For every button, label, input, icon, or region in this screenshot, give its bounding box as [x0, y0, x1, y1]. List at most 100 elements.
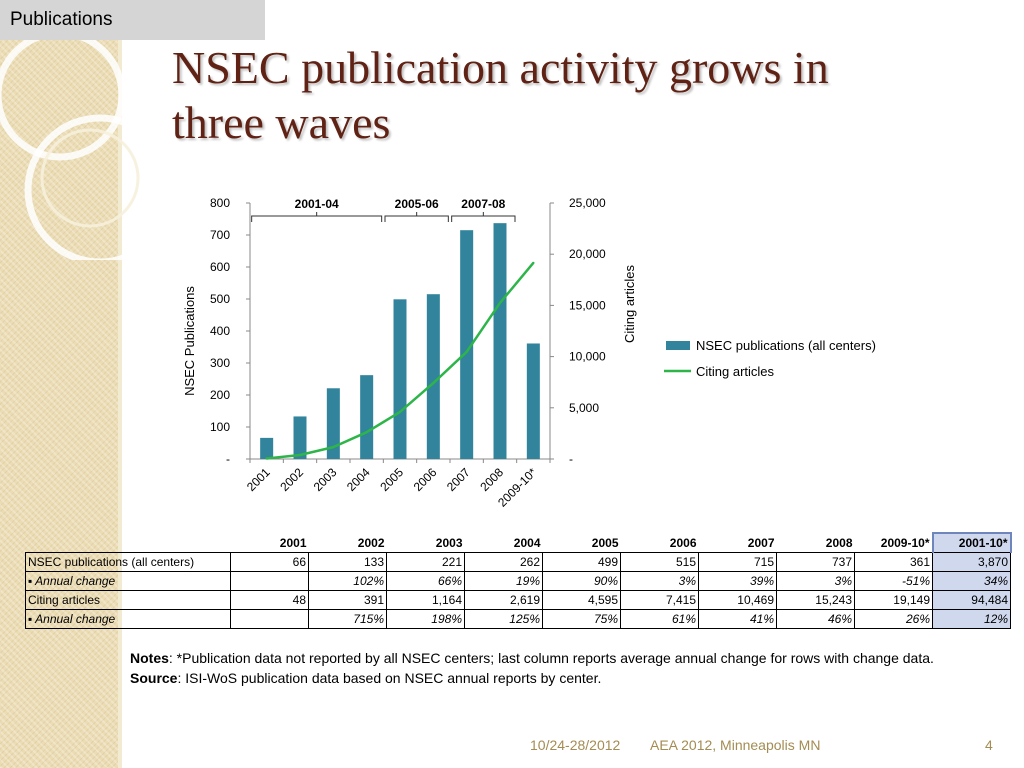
period-annotation: 2005-06: [395, 197, 439, 211]
table-cell: 94,484: [932, 590, 1011, 610]
bar: [426, 294, 440, 459]
notes-text: : *Publication data not reported by all …: [168, 650, 934, 666]
x-tick-label: 2002: [277, 465, 306, 494]
legend-swatch-bars: [666, 341, 690, 350]
bar: [460, 230, 474, 459]
table-cell: 7,415: [620, 590, 699, 610]
table-header-row: 2001 2002 2003 2004 2005 2006 2007 2008 2009-10*…: [26, 532, 1012, 553]
footer-date: 10/24-28/2012: [530, 737, 621, 753]
page-number: 4: [985, 737, 993, 753]
period-bracket: [251, 215, 383, 222]
right-tick-label: 15,000: [569, 298, 606, 312]
table-cell: -51%: [854, 571, 933, 591]
data-table: 2001 2002 2003 2004 2005 2006 2007 2008 2009-10*…: [25, 532, 1012, 629]
table-cell: 66%: [386, 571, 465, 591]
section-label: Publications: [0, 0, 265, 40]
line-point: [298, 453, 302, 457]
table-cell: 262: [464, 552, 543, 572]
table-cell: 19,149: [854, 590, 933, 610]
left-tick-label: 800: [210, 196, 230, 210]
table-cell: 102%: [308, 571, 387, 591]
table-cell: 39%: [698, 571, 777, 591]
x-tick-label: 2004: [344, 465, 373, 494]
table-cell: 499: [542, 552, 621, 572]
x-tick-label: 2003: [311, 465, 340, 494]
table-cell: 90%: [542, 571, 621, 591]
x-tick-label: 2008: [477, 465, 506, 494]
table-cell: 198%: [386, 609, 465, 629]
table-cell: 361: [854, 552, 933, 572]
bar: [393, 299, 407, 459]
table-cell: 75%: [542, 609, 621, 629]
source-text: : ISI-WoS publication data based on NSEC…: [177, 670, 602, 686]
table-row-label: ▪ Annual change: [25, 609, 231, 629]
y-axis-title: NSEC Publications: [182, 286, 197, 396]
table-cell: 26%: [854, 609, 933, 629]
left-tick-label: 400: [210, 324, 230, 338]
line-point: [365, 430, 368, 434]
period-bracket: [384, 215, 449, 222]
slide-title: NSEC publication activity grows in three…: [172, 40, 972, 150]
line-point: [432, 381, 435, 385]
legend-label-line: Citing articles: [696, 364, 775, 379]
bar: [326, 388, 340, 459]
line-point: [465, 350, 468, 353]
period-annotation: 2007-08: [461, 197, 505, 211]
table-cell: 221: [386, 552, 465, 572]
table-header-cell: 2007: [747, 535, 775, 550]
table-row-label: NSEC publications (all centers): [25, 552, 231, 572]
left-tick-label: 100: [210, 420, 230, 434]
table-cell: 715: [698, 552, 777, 572]
table-cell: 41%: [698, 609, 777, 629]
bar: [293, 416, 307, 459]
notes-label: Notes: [130, 650, 169, 666]
table-cell: 2,619: [464, 590, 543, 610]
table-cell: 19%: [464, 571, 543, 591]
table-cell: 12%: [932, 609, 1011, 629]
table-cell: 48: [230, 590, 309, 610]
table-header-cell: 2001-10*: [931, 532, 1012, 553]
line-point: [332, 445, 335, 449]
table-header-blank: [26, 533, 231, 553]
table-cell: 34%: [932, 571, 1011, 591]
table-cell: 61%: [620, 609, 699, 629]
table-row-label: Citing articles: [25, 590, 231, 610]
table-header-cell: 2003: [435, 535, 463, 550]
right-tick-label: 5,000: [569, 401, 599, 415]
table-cell: 515: [620, 552, 699, 572]
left-tick-label: 200: [210, 388, 230, 402]
bar: [260, 437, 274, 459]
source-label: Source: [130, 670, 178, 686]
left-tick-label: 600: [210, 260, 230, 274]
bar: [493, 223, 507, 459]
footer-event: AEA 2012, Minneapolis MN: [650, 737, 821, 753]
right-tick-label: -: [569, 452, 573, 466]
right-tick-label: 25,000: [569, 196, 606, 210]
period-annotation: 2001-04: [295, 197, 339, 211]
table-row: ▪ Annual change 715% 198% 125% 75% 61% 41% 46% 2…: [25, 609, 1011, 629]
period-bracket: [451, 215, 516, 222]
table-cell: 66: [230, 552, 309, 572]
left-tick-label: 300: [210, 356, 230, 370]
left-tick-label: 500: [210, 292, 230, 306]
y2-axis-title: Citing articles: [622, 264, 637, 343]
line-point: [498, 301, 502, 305]
table-cell: 133: [308, 552, 387, 572]
bar: [526, 343, 540, 459]
x-tick-label: 2005: [377, 465, 406, 494]
left-tick-label: 700: [210, 228, 230, 242]
table-cell: 46%: [776, 609, 855, 629]
table-cell: 3%: [620, 571, 699, 591]
line-point: [265, 457, 268, 460]
bar: [360, 375, 374, 459]
table-cell: 3,870: [932, 552, 1011, 572]
table-cell: 715%: [308, 609, 387, 629]
legend-label-bars: NSEC publications (all centers): [696, 338, 876, 353]
table-header-cell: 2005: [591, 535, 619, 550]
line-point: [398, 410, 402, 414]
table-cell: 1,164: [386, 590, 465, 610]
table-header-cell: 2006: [669, 535, 697, 550]
table-cell: 4,595: [542, 590, 621, 610]
line-point: [532, 261, 535, 265]
right-tick-label: 20,000: [569, 247, 606, 261]
